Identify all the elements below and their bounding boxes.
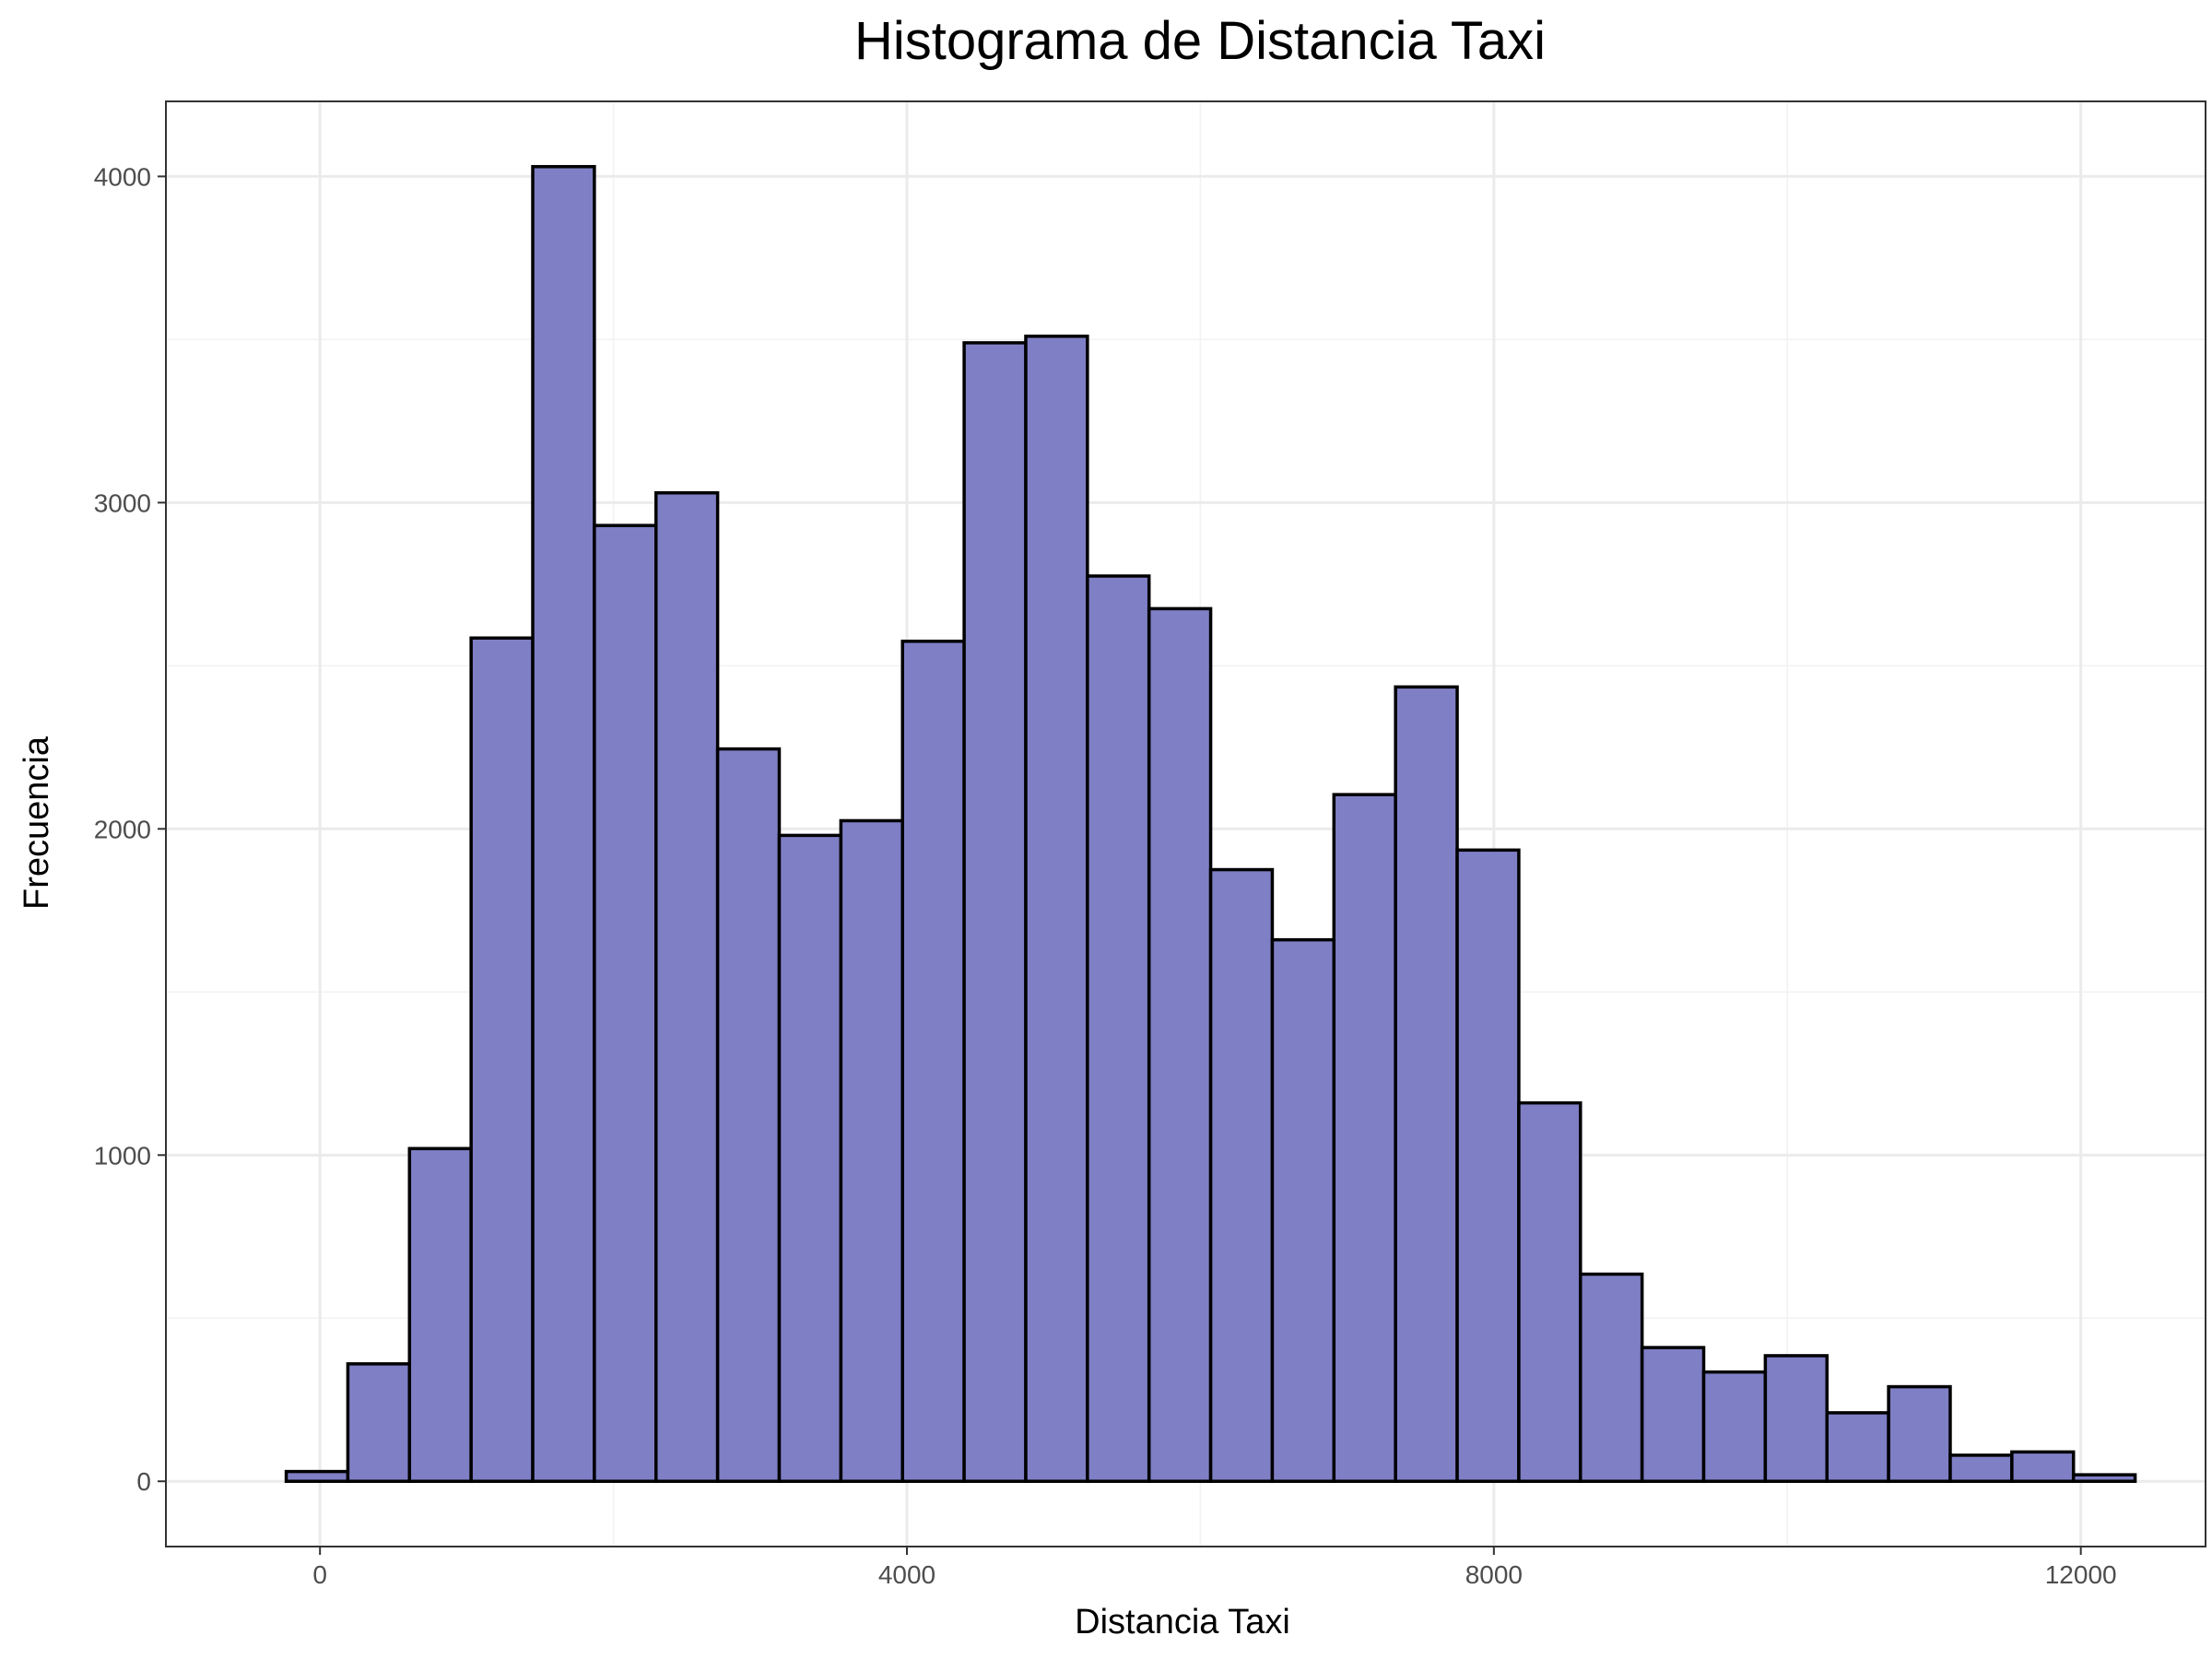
histogram-bar [2071, 1473, 2137, 1483]
histogram-bar [777, 833, 843, 1483]
x-tick-label: 8000 [1465, 1560, 1523, 1589]
histogram-bar [1579, 1272, 1644, 1483]
histogram-bar [1208, 867, 1275, 1483]
histogram-bar [284, 1469, 350, 1483]
chart-title: Histograma de Distancia Taxi [854, 11, 1546, 71]
histogram-bar [1455, 848, 1521, 1483]
histogram-bar [1948, 1453, 2014, 1483]
histogram-bar [531, 165, 596, 1483]
histogram-bar [1701, 1370, 1768, 1483]
histogram-bar [1270, 937, 1336, 1483]
histogram-bar [407, 1147, 473, 1483]
histogram-bar [346, 1362, 412, 1483]
histogram-bar [593, 524, 658, 1483]
y-tick-label: 2000 [94, 815, 151, 843]
histogram-bar [1763, 1354, 1829, 1483]
histogram-bar [2010, 1450, 2076, 1483]
x-tick-label: 4000 [878, 1560, 935, 1589]
y-tick-label: 1000 [94, 1141, 151, 1170]
histogram-bar [715, 747, 782, 1483]
x-tick-label: 0 [312, 1560, 327, 1589]
histogram-bar [1640, 1346, 1706, 1483]
y-tick-label: 0 [136, 1467, 151, 1496]
histogram-bar [1825, 1411, 1890, 1483]
histogram-bar [1086, 574, 1151, 1483]
histogram-bar [1024, 335, 1089, 1483]
y-tick-label: 4000 [94, 162, 151, 191]
plot-panel-border [165, 100, 2206, 1547]
histogram-bar [1147, 606, 1213, 1483]
histogram-bar [1887, 1384, 1952, 1483]
y-tick-label: 3000 [94, 488, 151, 517]
histogram-bar [1394, 685, 1459, 1483]
histogram-bar [1332, 793, 1397, 1483]
x-axis-label: Distancia Taxi [1075, 1603, 1290, 1641]
histogram-bar [900, 640, 966, 1483]
histogram-bar [839, 818, 904, 1483]
x-tick-label: 12000 [2045, 1560, 2117, 1589]
histogram-bars [284, 165, 2137, 1483]
histogram-bar [654, 490, 720, 1483]
histogram-bar [469, 636, 535, 1483]
histogram-bar [1517, 1100, 1583, 1483]
y-axis-label: Frecuencia [18, 735, 56, 910]
histogram-bar [962, 341, 1028, 1483]
axis-ticks: 0 4000 8000 12000 0 1000 2000 3000 4000 [94, 162, 2117, 1589]
